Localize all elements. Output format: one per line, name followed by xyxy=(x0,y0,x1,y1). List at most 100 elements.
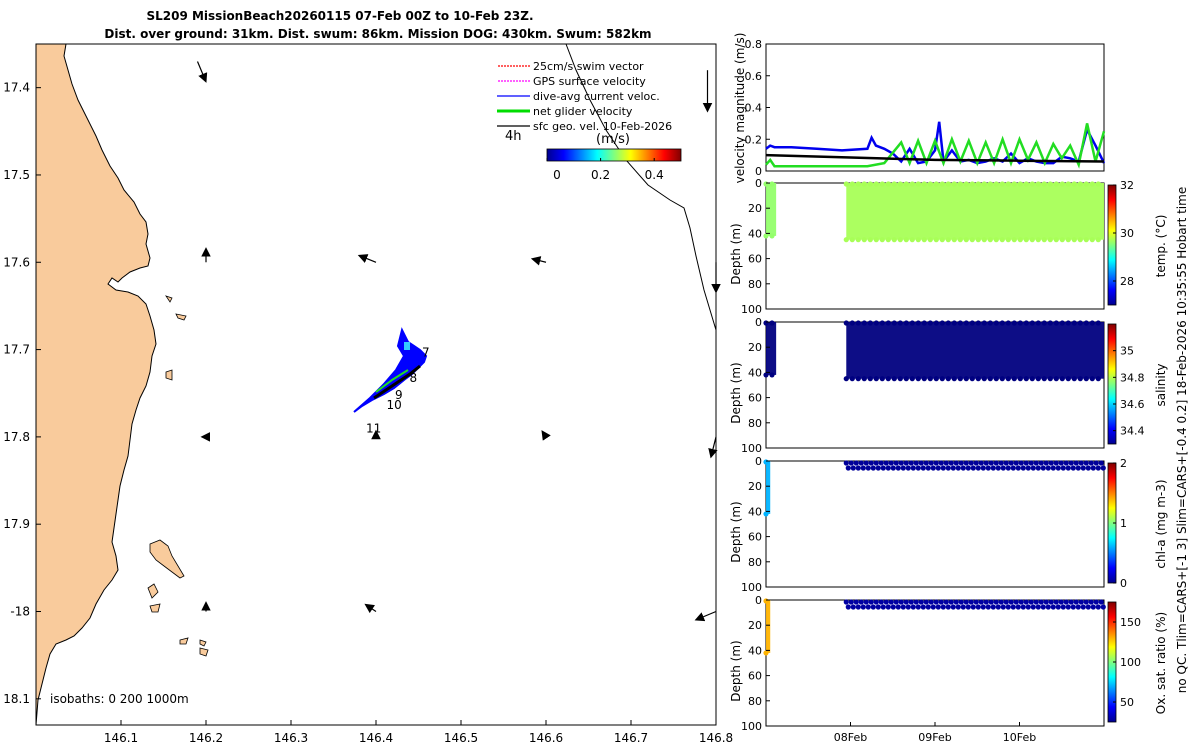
legend-entry: 25cm/s swim vector xyxy=(533,60,644,73)
section-data-dot xyxy=(1077,320,1083,326)
section-data-dot xyxy=(987,237,993,243)
section-data-dot xyxy=(1083,237,1089,243)
section-data-dot xyxy=(957,237,963,243)
section-colorbar-tick-label: 32 xyxy=(1120,179,1134,192)
time-axis-ticks: 08Feb 09Feb 10Feb xyxy=(834,722,1036,744)
section-data-dot xyxy=(885,181,891,187)
section-data-dot xyxy=(763,650,769,656)
section-data-dot xyxy=(968,599,974,605)
section-data-dot xyxy=(981,237,987,243)
section-data-dot xyxy=(850,465,856,471)
section-data-dot xyxy=(920,465,926,471)
section-data-dot xyxy=(980,604,986,610)
section-data-dot xyxy=(945,465,951,471)
section-data-dot xyxy=(1005,320,1011,326)
section-data-dot xyxy=(1098,460,1104,466)
section-colorbar-tick-label: 100 xyxy=(1120,656,1141,669)
section-ylabel: Depth (m) xyxy=(729,223,743,284)
section-y-tick-label: 60 xyxy=(748,392,762,405)
section-data-dot xyxy=(1035,604,1041,610)
section-data-dot xyxy=(891,376,897,382)
section-data-dot xyxy=(879,320,885,326)
section-data-dot xyxy=(897,181,903,187)
section-data-dot xyxy=(933,320,939,326)
section-data-dot xyxy=(850,604,856,610)
section-data-dot xyxy=(1095,604,1101,610)
section-data-dot xyxy=(910,465,916,471)
section-data-dot xyxy=(993,181,999,187)
section-data-dot xyxy=(883,460,889,466)
speed-series xyxy=(765,121,1106,169)
section-data-dot xyxy=(975,376,981,382)
section-data-dot xyxy=(915,465,921,471)
section-data-dot xyxy=(888,460,894,466)
section-data-dot xyxy=(873,460,879,466)
section-colorbar-tick-label: 30 xyxy=(1120,227,1134,240)
colorbar-ticks: 0 0.2 0.4 xyxy=(546,158,664,182)
map-y-tick-label: 17.7 xyxy=(3,343,30,357)
section-data-dot xyxy=(927,237,933,243)
section-data-dot xyxy=(1059,237,1065,243)
section-data-dot xyxy=(933,599,939,605)
section-data-dot xyxy=(1065,604,1071,610)
section-data-dot xyxy=(843,460,849,466)
section-data-dot xyxy=(1077,376,1083,382)
section-data-dot xyxy=(1060,604,1066,610)
geo-vector-arrow xyxy=(196,61,208,83)
gps-marker xyxy=(404,342,410,350)
section-data-block xyxy=(766,322,777,375)
section-panel-temperature: 0 20 40 60 80 100 Depth (m) 28 30 32 temp. (°C) xyxy=(729,177,1168,316)
section-data-dot xyxy=(948,460,954,466)
section-data-dot xyxy=(925,604,931,610)
section-data-dot xyxy=(870,604,876,610)
section-colorbar-tick-label: 28 xyxy=(1120,275,1134,288)
section-data-dot xyxy=(858,460,864,466)
section-data-dot xyxy=(1038,599,1044,605)
isobaths-label: isobaths: 0 200 1000m xyxy=(50,692,189,706)
section-data-dot xyxy=(1005,376,1011,382)
section-data-block xyxy=(846,183,1104,240)
section-data-dot xyxy=(1045,465,1051,471)
section-y-tick-label: 20 xyxy=(748,202,762,215)
section-ylabel: Depth (m) xyxy=(729,501,743,562)
section-data-dot xyxy=(1063,599,1069,605)
section-data-dot xyxy=(988,460,994,466)
track-time-label: 9 xyxy=(395,388,403,402)
section-data-dot xyxy=(878,599,884,605)
section-data-dot xyxy=(993,320,999,326)
section-data-dot xyxy=(973,460,979,466)
section-data-dot xyxy=(999,181,1005,187)
section-data-dot xyxy=(897,376,903,382)
section-data-dot xyxy=(848,460,854,466)
map-x-tick-label: 146.5 xyxy=(444,731,478,745)
section-y-tick-label: 80 xyxy=(748,278,762,291)
section-data-dot xyxy=(951,237,957,243)
island xyxy=(149,539,185,579)
section-data-dot xyxy=(861,376,867,382)
section-data-dot xyxy=(863,599,869,605)
map-x-tick-label: 146.2 xyxy=(189,731,223,745)
speed-y-tick-label: 0 xyxy=(755,165,762,178)
section-data-dot xyxy=(1068,460,1074,466)
section-data-dot xyxy=(915,181,921,187)
section-data-dot xyxy=(930,604,936,610)
section-data-dot xyxy=(878,460,884,466)
section-colorbar-label: salinity xyxy=(1154,363,1168,406)
section-data-dot xyxy=(1017,376,1023,382)
section-data-dot xyxy=(861,320,867,326)
section-data-dot xyxy=(855,376,861,382)
section-y-tick-label: 100 xyxy=(741,720,762,733)
section-data-dot xyxy=(915,376,921,382)
section-data-dot xyxy=(1071,376,1077,382)
section-data-dot xyxy=(930,465,936,471)
section-data-dot xyxy=(1041,237,1047,243)
section-data-dot xyxy=(995,604,1001,610)
speed-y-tick-label: 0.2 xyxy=(745,133,763,146)
section-data-dot xyxy=(1085,604,1091,610)
section-data-dot xyxy=(895,604,901,610)
section-data-dot xyxy=(915,604,921,610)
section-data-dot xyxy=(875,604,881,610)
section-data-dot xyxy=(945,237,951,243)
section-data-dot xyxy=(939,376,945,382)
section-data-dot xyxy=(903,181,909,187)
